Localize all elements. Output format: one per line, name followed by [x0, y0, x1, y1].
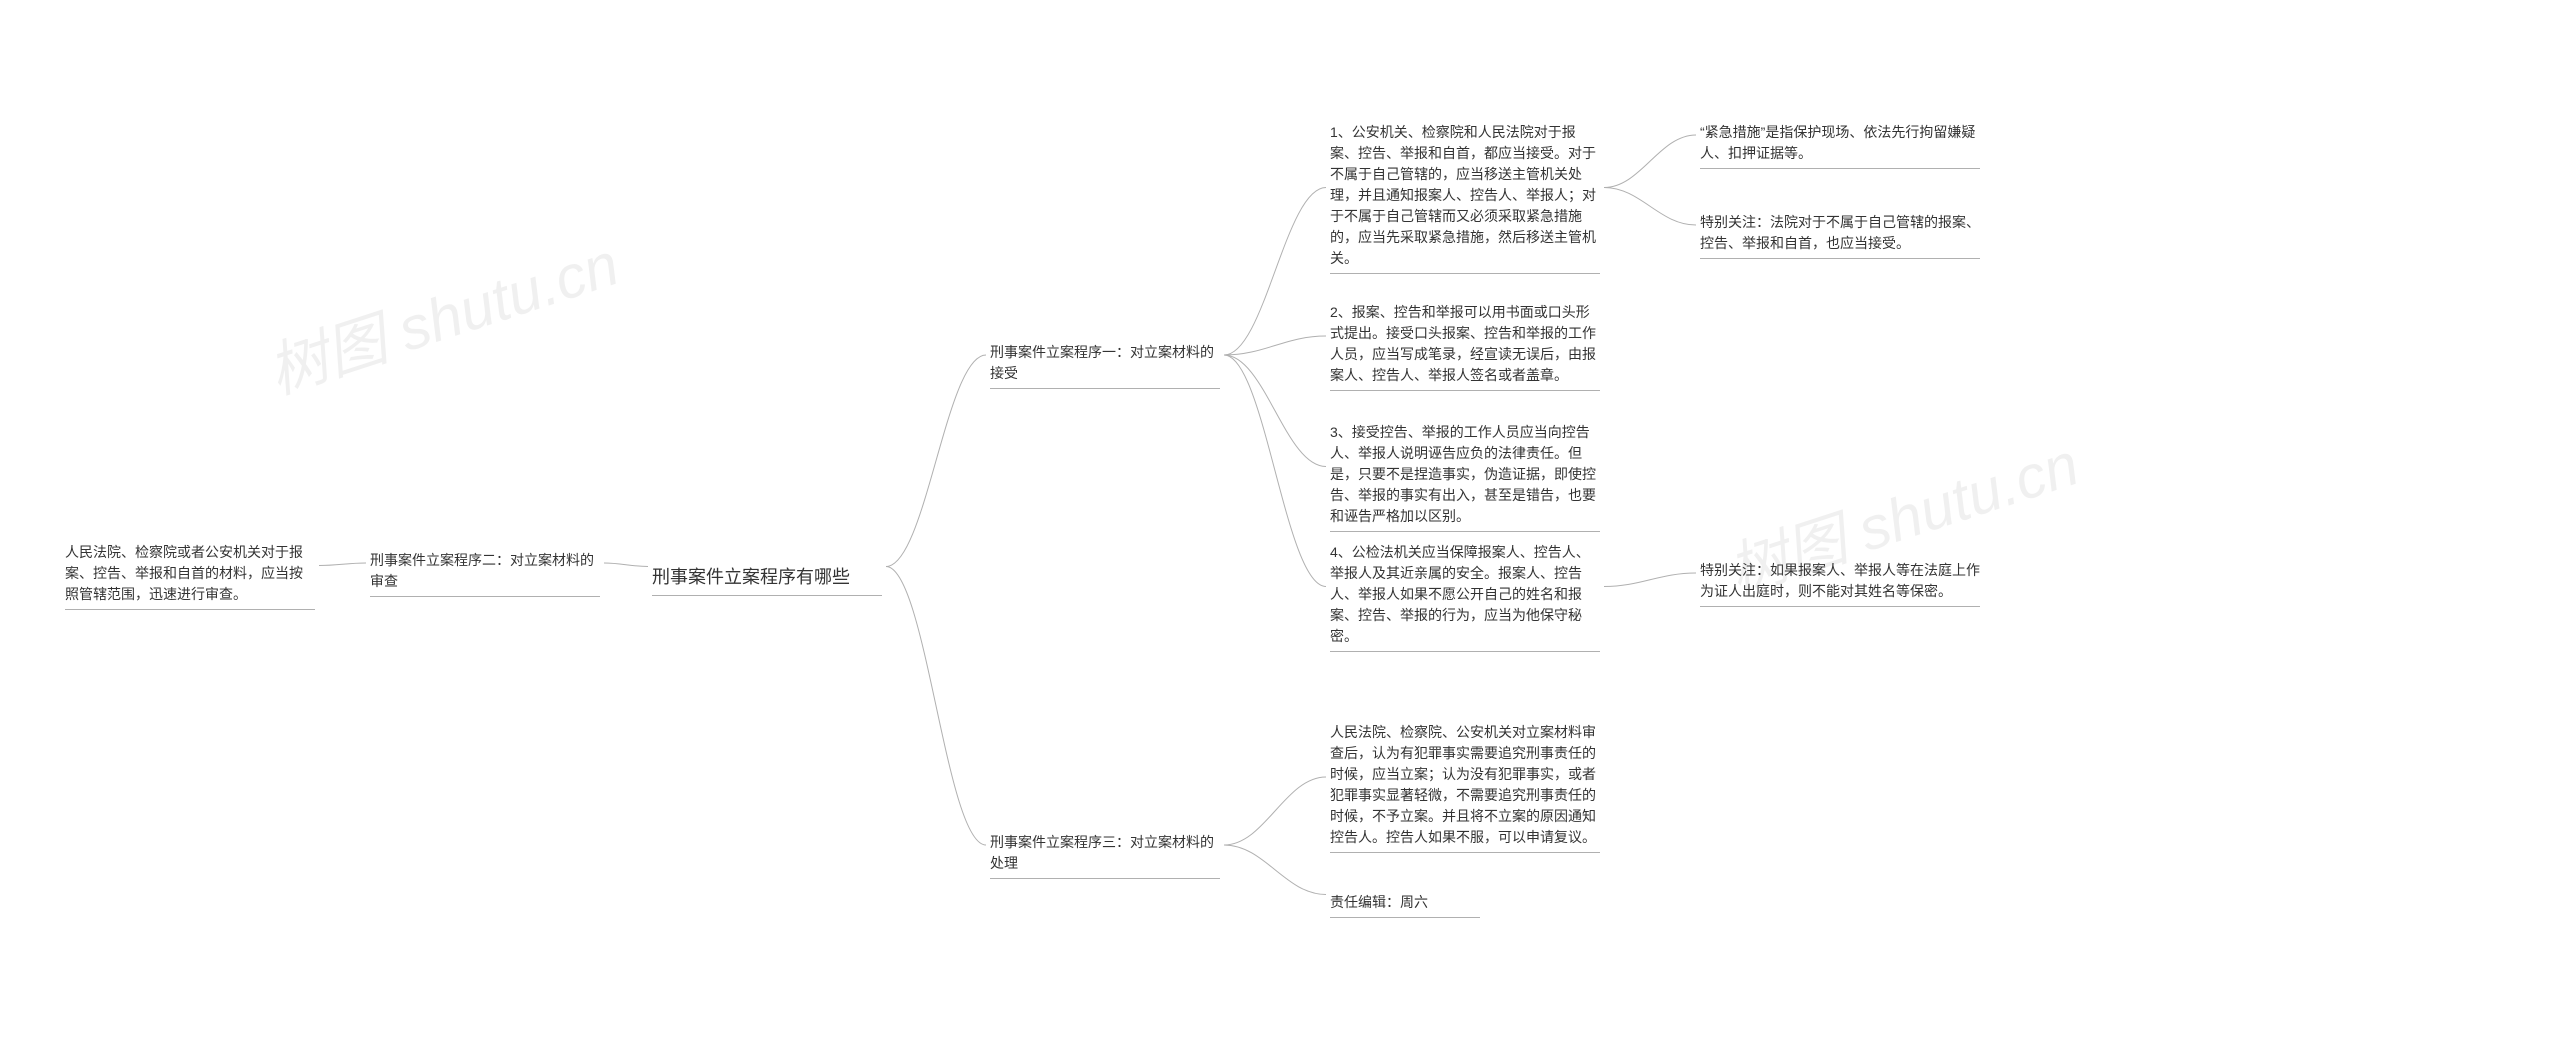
b3-item-1: 人民法院、检察院、公安机关对立案材料审查后，认为有犯罪事实需要追究刑事责任的时候… — [1330, 680, 1600, 874]
b1-item-1-label: 1、公安机关、检察院和人民法院对于报案、控告、举报和自首，都应当接受。对于不属于… — [1330, 122, 1600, 274]
root-node: 刑事案件立案程序有哪些 — [652, 510, 882, 623]
b1-item-4-label: 4、公检法机关应当保障报案人、控告人、举报人及其近亲属的安全。报案人、控告人、举… — [1330, 542, 1600, 652]
b3-item-2-label: 责任编辑：周六 — [1330, 892, 1480, 918]
b1-item-4: 4、公检法机关应当保障报案人、控告人、举报人及其近亲属的安全。报案人、控告人、举… — [1330, 500, 1600, 673]
b1-item-2-label: 2、报案、控告和举报可以用书面或口头形式提出。接受口头报案、控告和举报的工作人员… — [1330, 302, 1600, 391]
b3-item-2: 责任编辑：周六 — [1330, 850, 1480, 939]
branch-3-label: 刑事案件立案程序三：对立案材料的处理 — [990, 832, 1220, 879]
branch-1: 刑事案件立案程序一：对立案材料的接受 — [990, 300, 1220, 410]
b3-item-1-label: 人民法院、检察院、公安机关对立案材料审查后，认为有犯罪事实需要追究刑事责任的时候… — [1330, 722, 1600, 853]
b1-4-sub-a-label: 特别关注：如果报案人、举报人等在法庭上作为证人出庭时，则不能对其姓名等保密。 — [1700, 560, 1980, 607]
root-label: 刑事案件立案程序有哪些 — [652, 564, 882, 596]
branch-2-child-label: 人民法院、检察院或者公安机关对于报案、控告、举报和自首的材料，应当按照管辖范围，… — [65, 542, 315, 610]
b1-1-sub-a-label: “紧急措施”是指保护现场、依法先行拘留嫌疑人、扣押证据等。 — [1700, 122, 1980, 169]
b1-4-sub-a: 特别关注：如果报案人、举报人等在法庭上作为证人出庭时，则不能对其姓名等保密。 — [1700, 518, 1980, 628]
branch-3: 刑事案件立案程序三：对立案材料的处理 — [990, 790, 1220, 900]
branch-1-label: 刑事案件立案程序一：对立案材料的接受 — [990, 342, 1220, 389]
b1-1-sub-b: 特别关注：法院对于不属于自己管辖的报案、控告、举报和自首，也应当接受。 — [1700, 170, 1980, 280]
branch-2-label: 刑事案件立案程序二：对立案材料的审查 — [370, 550, 600, 597]
b1-1-sub-b-label: 特别关注：法院对于不属于自己管辖的报案、控告、举报和自首，也应当接受。 — [1700, 212, 1980, 259]
branch-2: 刑事案件立案程序二：对立案材料的审查 — [370, 508, 600, 618]
watermark-1: 树图 shutu.cn — [255, 216, 628, 411]
branch-2-child: 人民法院、检察院或者公安机关对于报案、控告、举报和自首的材料，应当按照管辖范围，… — [65, 500, 315, 631]
